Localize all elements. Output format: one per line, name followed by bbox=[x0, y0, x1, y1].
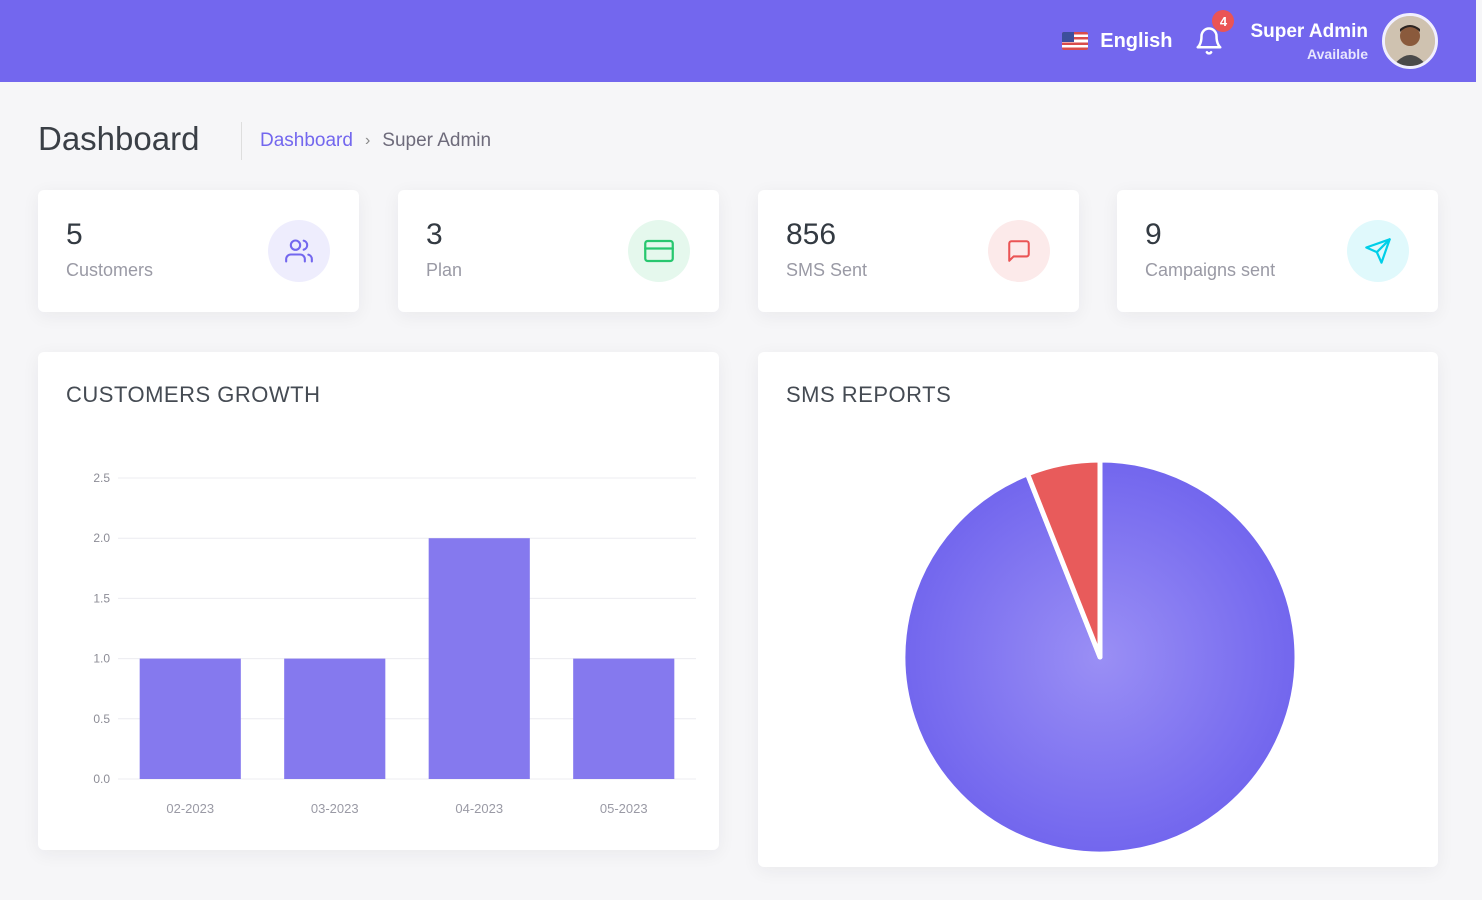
y-tick-label: 2.0 bbox=[93, 531, 110, 545]
y-tick-label: 1.5 bbox=[93, 591, 110, 605]
bell-icon bbox=[1196, 27, 1222, 55]
chevron-right-icon: › bbox=[364, 132, 371, 149]
stat-value: 9 bbox=[1145, 218, 1162, 251]
stat-card-campaigns: 9 Campaigns sent bbox=[1117, 190, 1438, 312]
message-square-icon bbox=[1008, 240, 1030, 262]
sms-reports-chart bbox=[900, 457, 1300, 857]
stat-icon-badge bbox=[988, 220, 1050, 282]
stat-label: SMS Sent bbox=[786, 260, 868, 280]
stat-icon-badge bbox=[628, 220, 690, 282]
x-tick-label: 03-2023 bbox=[311, 801, 359, 816]
stat-value: 3 bbox=[426, 218, 443, 251]
stat-value: 856 bbox=[786, 218, 837, 251]
stat-card-customers: 5 Customers bbox=[38, 190, 359, 312]
customers-growth-title: CUSTOMERS GROWTH bbox=[66, 382, 321, 407]
stat-label: Campaigns sent bbox=[1145, 260, 1276, 280]
language-label: English bbox=[1100, 29, 1173, 52]
y-tick-label: 0.0 bbox=[93, 772, 110, 786]
stat-label: Customers bbox=[66, 260, 154, 280]
stat-card-plan: 3 Plan bbox=[398, 190, 719, 312]
stat-icon-badge bbox=[1347, 220, 1409, 282]
stat-value: 5 bbox=[66, 218, 83, 251]
stat-label: Plan bbox=[426, 260, 463, 280]
top-navbar: English 4 Super Admin Available bbox=[0, 0, 1476, 82]
bar[interactable] bbox=[573, 658, 675, 779]
x-tick-label: 02-2023 bbox=[166, 801, 214, 816]
us-flag-icon bbox=[1062, 32, 1089, 50]
title-divider bbox=[241, 122, 242, 160]
page-title: Dashboard bbox=[38, 120, 200, 157]
pie-slice[interactable] bbox=[1024, 457, 1103, 660]
language-selector[interactable]: English bbox=[1062, 30, 1172, 53]
stat-card-sms-sent: 856 SMS Sent bbox=[758, 190, 1079, 312]
user-status: Available bbox=[1307, 45, 1368, 62]
users-icon bbox=[285, 239, 313, 263]
y-tick-label: 1.0 bbox=[93, 652, 110, 666]
x-tick-label: 04-2023 bbox=[455, 801, 503, 816]
customers-growth-chart: 0.0 0.5 1.0 1.5 2.0 2.5 02-2023 03-2023 04-2023 0… bbox=[93, 471, 696, 816]
avatar[interactable] bbox=[1382, 13, 1438, 69]
notifications-button[interactable]: 4 bbox=[1194, 10, 1235, 56]
breadcrumb: Dashboard › Super Admin bbox=[260, 130, 491, 152]
breadcrumb-current: Super Admin bbox=[382, 130, 492, 151]
y-tick-label: 0.5 bbox=[93, 712, 110, 726]
y-tick-label: 2.5 bbox=[93, 471, 110, 485]
credit-card-icon bbox=[644, 239, 674, 263]
user-info[interactable]: Super Admin Available bbox=[1250, 21, 1368, 62]
sms-reports-card: SMS REPORTS bbox=[758, 352, 1438, 867]
notification-badge: 4 bbox=[1212, 10, 1235, 32]
stat-icon-badge bbox=[268, 220, 330, 282]
bar[interactable] bbox=[139, 658, 241, 779]
bar[interactable] bbox=[428, 538, 530, 779]
x-tick-label: 05-2023 bbox=[600, 801, 648, 816]
sms-reports-title: SMS REPORTS bbox=[786, 382, 952, 407]
customers-growth-card: CUSTOMERS GROWTH 0.0 0.5 1.0 1.5 2.0 2.5 02-20… bbox=[38, 352, 719, 850]
user-name: Super Admin bbox=[1250, 20, 1368, 42]
send-icon bbox=[1365, 238, 1391, 264]
breadcrumb-dashboard-link[interactable]: Dashboard bbox=[260, 130, 353, 151]
bar[interactable] bbox=[284, 658, 386, 779]
